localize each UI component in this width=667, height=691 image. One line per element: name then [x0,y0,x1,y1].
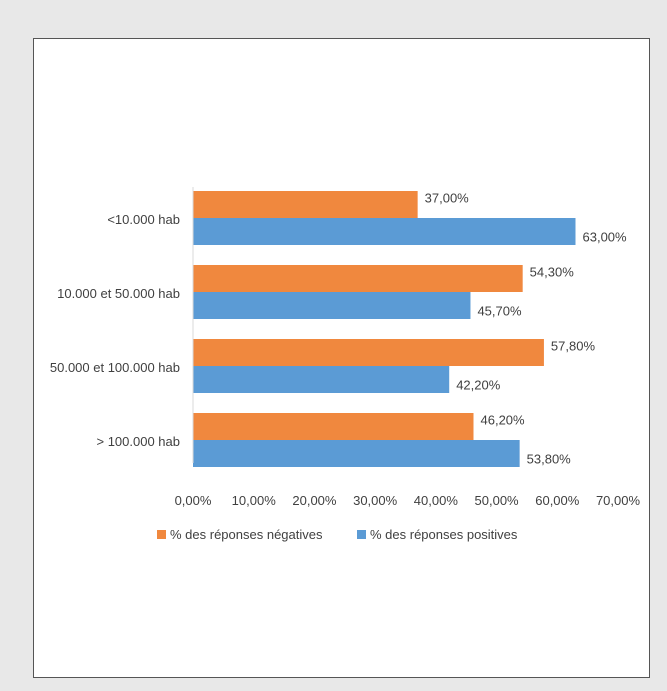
bar [193,366,450,393]
x-tick-label: 0,00% [175,493,212,508]
category-label: 10.000 et 50.000 hab [57,286,180,301]
data-label: 63,00% [583,230,628,245]
data-label: 42,20% [456,378,501,393]
bar [193,292,471,319]
legend-swatch [157,530,166,539]
bar-chart: <10.000 hab 10.000 et 50.000 hab 50.000 et… [50,187,641,542]
legend-swatch [357,530,366,539]
legend: % des réponses négatives % des réponses p… [157,527,518,542]
x-tick-label: 20,00% [292,493,337,508]
data-label: 46,20% [481,413,526,428]
category-labels: <10.000 hab 10.000 et 50.000 hab 50.000 et… [50,212,180,449]
data-labels: 37,00% 63,00% 54,30% 45,70% 57,80% 42,20% 46,2… [425,191,627,467]
bar [193,339,544,366]
bar [193,191,418,218]
category-label: <10.000 hab [107,212,180,227]
data-label: 37,00% [425,191,470,206]
data-label: 57,80% [551,339,596,354]
bars [193,191,576,467]
x-tick-label: 60,00% [535,493,580,508]
x-tick-label: 10,00% [232,493,277,508]
bar [193,440,520,467]
chart-card: <10.000 hab 10.000 et 50.000 hab 50.000 et… [33,38,650,678]
x-tick-label: 50,00% [475,493,520,508]
data-label: 54,30% [530,265,575,280]
data-label: 53,80% [527,452,572,467]
bar [193,265,523,292]
category-label: 50.000 et 100.000 hab [50,360,180,375]
x-tick-labels: 0,00% 10,00% 20,00% 30,00% 40,00% 50,00% 60,00… [175,493,641,508]
legend-label: % des réponses positives [370,527,518,542]
legend-label: % des réponses négatives [170,527,323,542]
data-label: 45,70% [477,304,522,319]
x-tick-label: 70,00% [596,493,641,508]
bar [193,413,474,440]
x-tick-label: 40,00% [414,493,459,508]
category-label: > 100.000 hab [97,434,181,449]
bar [193,218,576,245]
x-tick-label: 30,00% [353,493,398,508]
